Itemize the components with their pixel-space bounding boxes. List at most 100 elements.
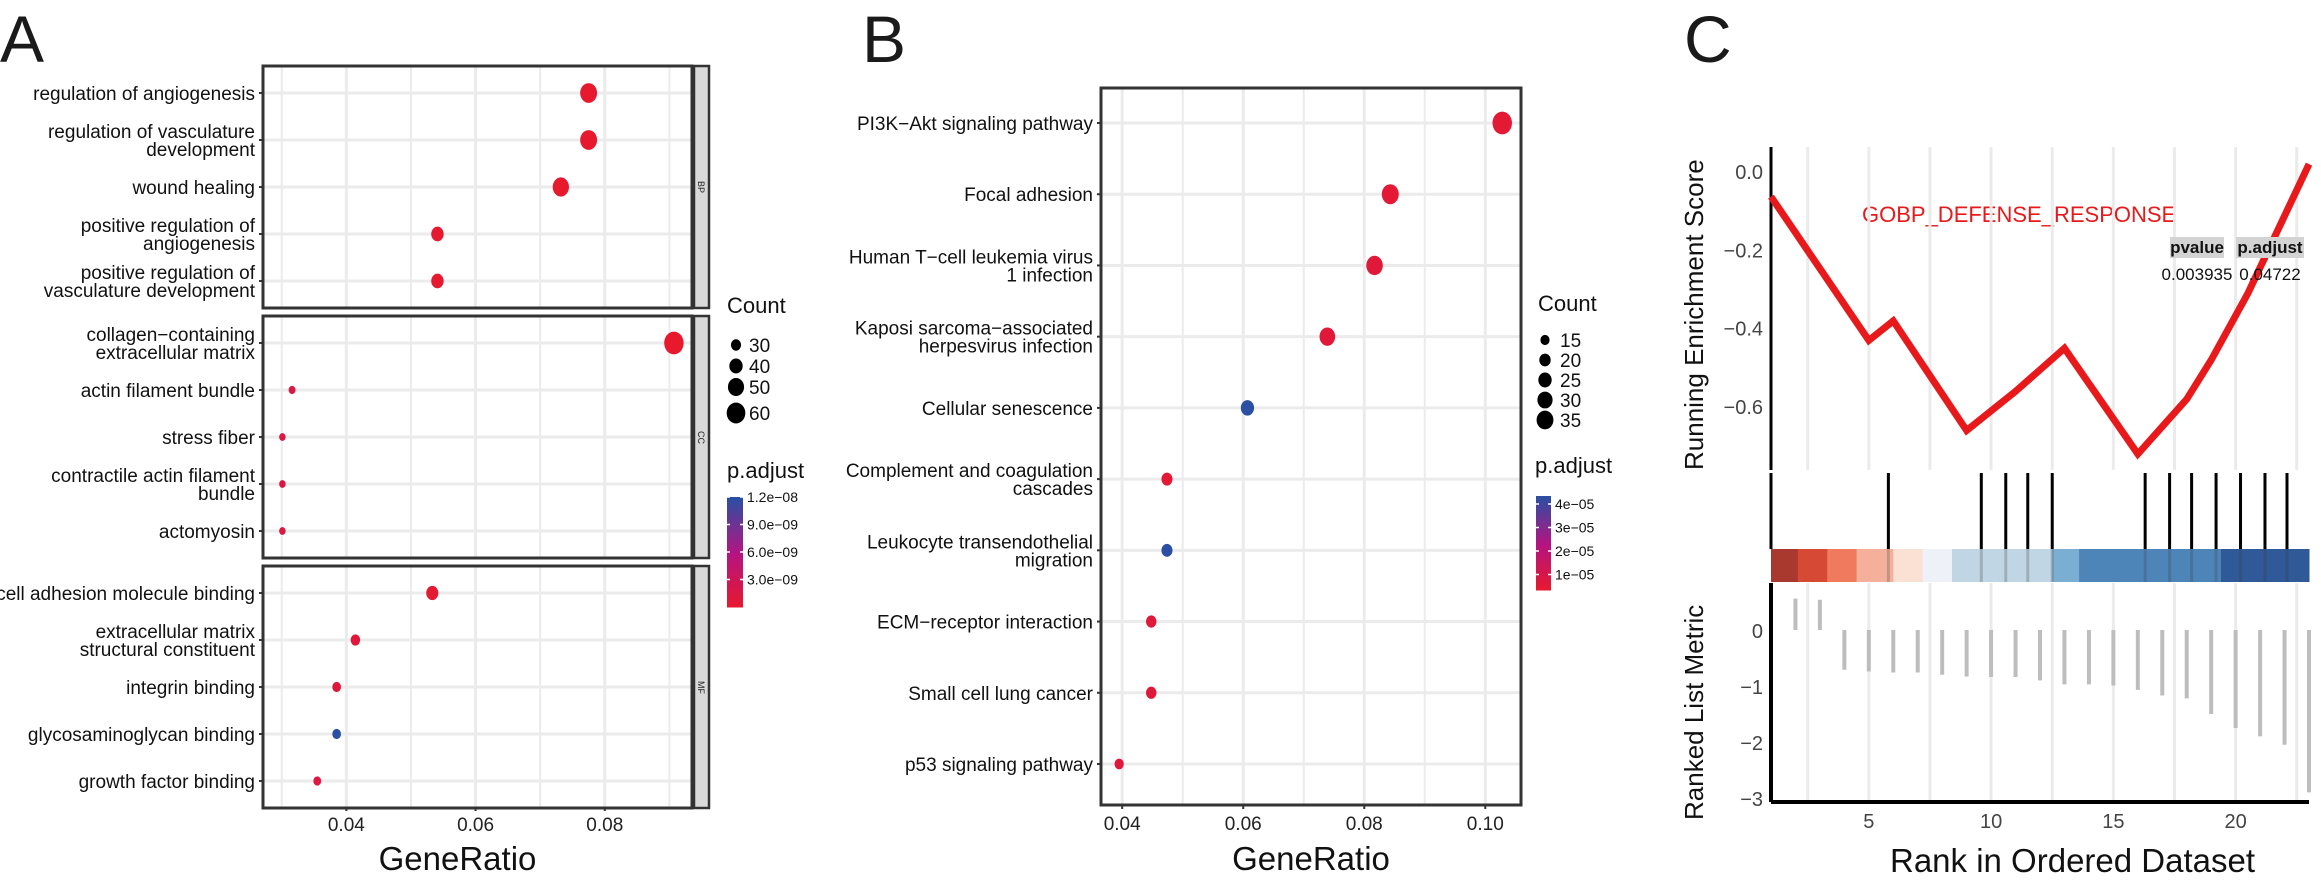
metric-tick-label: −2 — [1740, 733, 1763, 755]
colorbar-segment — [1536, 510, 1551, 513]
data-point — [552, 177, 570, 197]
term-label-line: development — [146, 140, 256, 161]
colorbar-segment — [1536, 512, 1551, 516]
colorbar-segment — [727, 519, 743, 523]
term-label: PI3K−Akt signaling pathway — [857, 114, 1094, 135]
term-label: Small cell lung cancer — [908, 684, 1093, 705]
colorbar-segment — [727, 565, 743, 569]
term-label: Complement and coagulation cascades — [846, 461, 1093, 500]
colorbar-segment — [727, 521, 743, 525]
term-label-line: actin filament bundle — [81, 381, 255, 402]
term-label: p53 signaling pathway — [905, 755, 1094, 776]
metric-tick-label: −1 — [1740, 677, 1763, 699]
term-label: Cellular senescence — [922, 399, 1093, 420]
rank-colorbar-segment — [1893, 549, 1924, 582]
colorbar-segment — [1536, 557, 1551, 560]
colorbar-segment — [727, 497, 743, 501]
data-point — [1146, 686, 1157, 699]
term-label-line: Focal adhesion — [964, 185, 1093, 206]
term-label-line: migration — [1015, 550, 1093, 571]
data-point — [332, 681, 342, 693]
stat-value-padjust: 0.04722 — [2239, 265, 2300, 284]
running-es-line — [1768, 162, 2313, 460]
colorbar-segment — [1536, 533, 1551, 537]
x-tick-label: 0.04 — [1104, 814, 1141, 835]
term-label-line: integrin binding — [126, 678, 255, 699]
legend-size-label: 50 — [749, 378, 770, 399]
x-tick-label: 0.06 — [457, 815, 494, 836]
term-label-line: bundle — [198, 484, 255, 505]
legend-size-label: 30 — [749, 336, 770, 357]
colorbar-segment — [727, 546, 743, 550]
plot-border — [1099, 86, 1523, 807]
legend-size-label: 15 — [1560, 331, 1581, 352]
stat-header-bg — [2236, 237, 2304, 258]
colorbar-segment — [1536, 550, 1551, 553]
colorbar-segment — [727, 568, 743, 572]
gsea-geneset-name: GOBP_DEFENSE_RESPONSE — [1862, 202, 2176, 227]
colorbar-segment — [1536, 526, 1551, 530]
colorbar-segment — [1536, 552, 1551, 556]
colorbar-segment — [727, 502, 743, 506]
term-label-line: structural constituent — [80, 640, 256, 661]
x-tick-label: 0.08 — [1346, 814, 1383, 835]
data-point — [350, 634, 361, 646]
legend-size-key — [1539, 353, 1551, 367]
term-label: ECM−receptor interaction — [877, 613, 1093, 634]
colorbar-segment — [727, 593, 743, 597]
colorbar-segment — [1536, 580, 1551, 584]
legend-size-label: 40 — [749, 357, 770, 378]
legend-size-key — [1538, 372, 1552, 388]
colorbar-segment — [727, 582, 743, 586]
colorbar-segment — [1536, 498, 1551, 502]
colorbar-segment — [1536, 559, 1551, 563]
term-label: Leukocyte transendothelial migration — [867, 532, 1093, 571]
legend-size-key — [729, 358, 743, 374]
term-label-line: Small cell lung cancer — [908, 684, 1093, 705]
facet-cc: collagen−containing extracellular matrix a… — [51, 314, 711, 560]
term-label-line: actomyosin — [159, 522, 255, 543]
data-point — [279, 480, 286, 488]
es-tick-label: −0.4 — [1724, 319, 1763, 341]
term-label-line: collagen−containing — [87, 325, 256, 346]
term-label-line: positive regulation of — [81, 263, 256, 284]
data-point — [431, 226, 444, 242]
term-label-line: growth factor binding — [79, 772, 255, 793]
colorbar-segment — [727, 532, 743, 536]
colorbar-segment — [1536, 528, 1551, 532]
rank-colorbar-segment — [2079, 549, 2222, 582]
colorbar-segment — [727, 530, 743, 534]
colorbar-segment — [727, 543, 743, 547]
colorbar-segment — [1536, 573, 1551, 577]
term-label-line: Human T−cell leukemia virus — [849, 247, 1093, 268]
term-label-line: cell adhesion molecule binding — [0, 584, 255, 605]
data-point — [431, 273, 444, 289]
colorbar-segment — [727, 499, 743, 503]
facet-strip — [692, 314, 711, 560]
colorbar-segment — [1536, 561, 1551, 565]
colorbar-segment — [727, 513, 743, 517]
colorbar-segment — [1536, 587, 1551, 591]
x-tick-label: 0.10 — [1467, 814, 1504, 835]
metric-axis-title: Ranked List Metric — [1679, 605, 1709, 820]
data-point — [1319, 327, 1336, 346]
data-point — [1146, 615, 1157, 628]
colorbar-segment — [727, 527, 743, 531]
term-label-line: positive regulation of — [81, 216, 256, 237]
rank-colorbar-segment — [2220, 549, 2310, 582]
term-label-line: glycosaminoglycan binding — [28, 725, 255, 746]
colorbar-label: 1.2e−08 — [747, 489, 798, 505]
colorbar-segment — [1536, 538, 1551, 542]
term-label-line: p53 signaling pathway — [905, 755, 1094, 776]
colorbar-segment — [727, 552, 743, 556]
data-point — [1381, 184, 1399, 205]
colorbar-segment — [1536, 517, 1551, 520]
panel-b-kegg-dotplot: PI3K−Akt signaling pathway Focal adhesion… — [846, 86, 1523, 877]
facet-border — [261, 564, 694, 810]
legend-size-label: 25 — [1560, 371, 1581, 392]
es-tick-label: −0.2 — [1724, 240, 1763, 262]
rank-colorbar-segment — [1856, 549, 1894, 582]
panel-a-go-dotplot: regulation of angiogenesis regulation of … — [0, 64, 711, 877]
data-point — [288, 385, 296, 395]
